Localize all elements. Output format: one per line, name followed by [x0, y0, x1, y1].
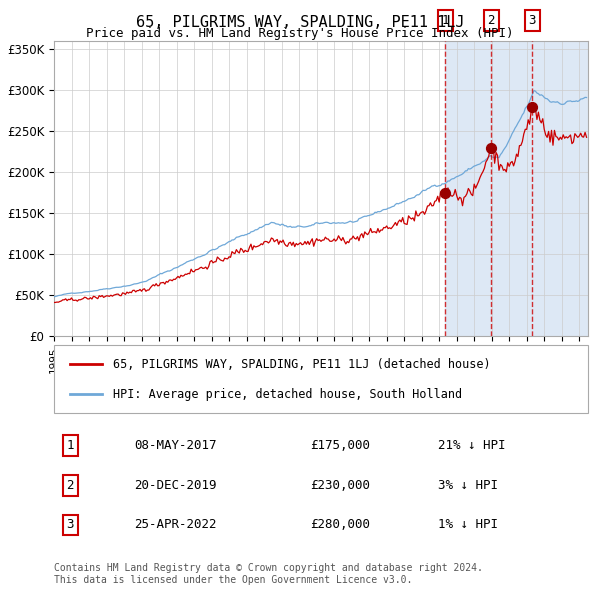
Text: 1% ↓ HPI: 1% ↓ HPI: [439, 519, 499, 532]
Text: 2: 2: [66, 478, 74, 492]
Text: 3% ↓ HPI: 3% ↓ HPI: [439, 478, 499, 492]
Text: 25-APR-2022: 25-APR-2022: [134, 519, 217, 532]
Point: [440, 188, 450, 198]
Text: 3: 3: [66, 519, 74, 532]
Text: This data is licensed under the Open Government Licence v3.0.: This data is licensed under the Open Gov…: [54, 575, 412, 585]
Text: 1: 1: [442, 14, 449, 27]
Text: Contains HM Land Registry data © Crown copyright and database right 2024.: Contains HM Land Registry data © Crown c…: [54, 563, 483, 573]
Point: [527, 102, 537, 112]
Point: [487, 143, 496, 153]
Text: 65, PILGRIMS WAY, SPALDING, PE11 1LJ (detached house): 65, PILGRIMS WAY, SPALDING, PE11 1LJ (de…: [113, 358, 490, 371]
Text: 20-DEC-2019: 20-DEC-2019: [134, 478, 217, 492]
Text: 1: 1: [66, 439, 74, 452]
Text: £280,000: £280,000: [310, 519, 370, 532]
FancyBboxPatch shape: [54, 345, 588, 413]
Text: 2: 2: [487, 14, 495, 27]
Text: 21% ↓ HPI: 21% ↓ HPI: [439, 439, 506, 452]
Text: Price paid vs. HM Land Registry's House Price Index (HPI): Price paid vs. HM Land Registry's House …: [86, 27, 514, 40]
Text: £230,000: £230,000: [310, 478, 370, 492]
Text: 08-MAY-2017: 08-MAY-2017: [134, 439, 217, 452]
Text: £175,000: £175,000: [310, 439, 370, 452]
Text: 3: 3: [529, 14, 536, 27]
Text: 65, PILGRIMS WAY, SPALDING, PE11 1LJ: 65, PILGRIMS WAY, SPALDING, PE11 1LJ: [136, 15, 464, 30]
Text: HPI: Average price, detached house, South Holland: HPI: Average price, detached house, Sout…: [113, 388, 462, 401]
Bar: [445, 41, 588, 336]
